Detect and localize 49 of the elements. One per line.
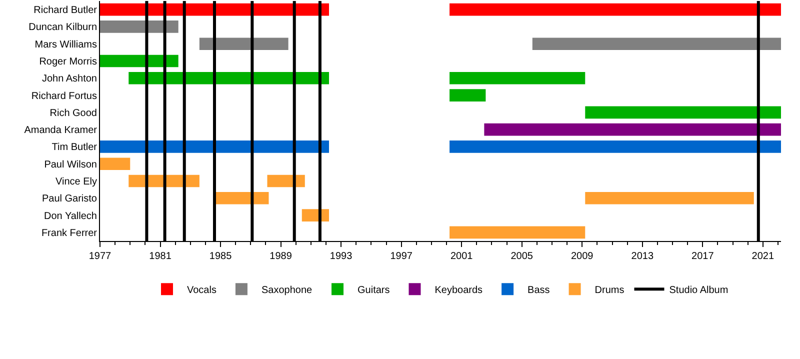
y-tick-label: Vince Ely [55,176,97,188]
legend-label: Vocals [187,285,216,296]
bar [199,38,288,50]
legend-label: Bass [528,285,550,296]
y-tick-label: Richard Fortus [31,90,97,102]
y-tick-label: Frank Ferrer [41,228,98,239]
y-tick-label: Mars Williams [34,39,97,50]
x-tick-label: 2005 [510,251,534,262]
bar [267,174,305,188]
x-tick-label: 2009 [570,251,594,262]
bar [450,3,781,16]
legend-label: Keyboards [434,285,483,296]
x-tick-label: 1977 [88,251,112,262]
bar [128,72,330,84]
bar [585,192,754,204]
bar [450,226,586,239]
bar [450,140,781,153]
y-tick-label: Paul Wilson [44,159,97,170]
bar [100,158,130,170]
bar [585,106,781,119]
x-tick-label: 1981 [149,251,172,262]
x-tick-label: 2021 [752,251,774,262]
x-tick-label: 2001 [450,251,474,262]
bar [450,72,586,84]
y-tick-label: Amanda Kramer [24,125,98,136]
bar [484,123,781,136]
x-tick-label: 1993 [330,251,353,262]
y-tick-label: Paul Garisto [42,194,98,205]
y-tick-label: John Ashton [42,74,97,85]
legend-label: Studio Album [669,285,728,296]
x-tick-label: 2017 [692,251,714,262]
bar [100,140,330,153]
bar [450,89,486,102]
y-tick-label: Richard Butler [34,5,98,16]
y-tick-label: Duncan Kilburn [28,22,97,34]
y-tick-label: Roger Morris [39,56,97,68]
y-tick-label: Don Yallech [44,210,97,222]
bar [100,20,178,33]
bar [532,38,781,50]
legend-label: Saxophone [261,285,313,296]
y-tick-label: Tim Butler [52,142,98,154]
legend-label: Guitars [358,285,390,296]
x-tick-label: 1985 [209,251,232,262]
x-tick-label: 1997 [390,251,413,262]
y-tick-label: Rich Good [50,108,97,119]
x-tick-label: 2013 [631,251,654,262]
bar [214,192,269,204]
x-tick-label: 1989 [270,251,292,262]
legend-label: Drums [594,285,624,296]
